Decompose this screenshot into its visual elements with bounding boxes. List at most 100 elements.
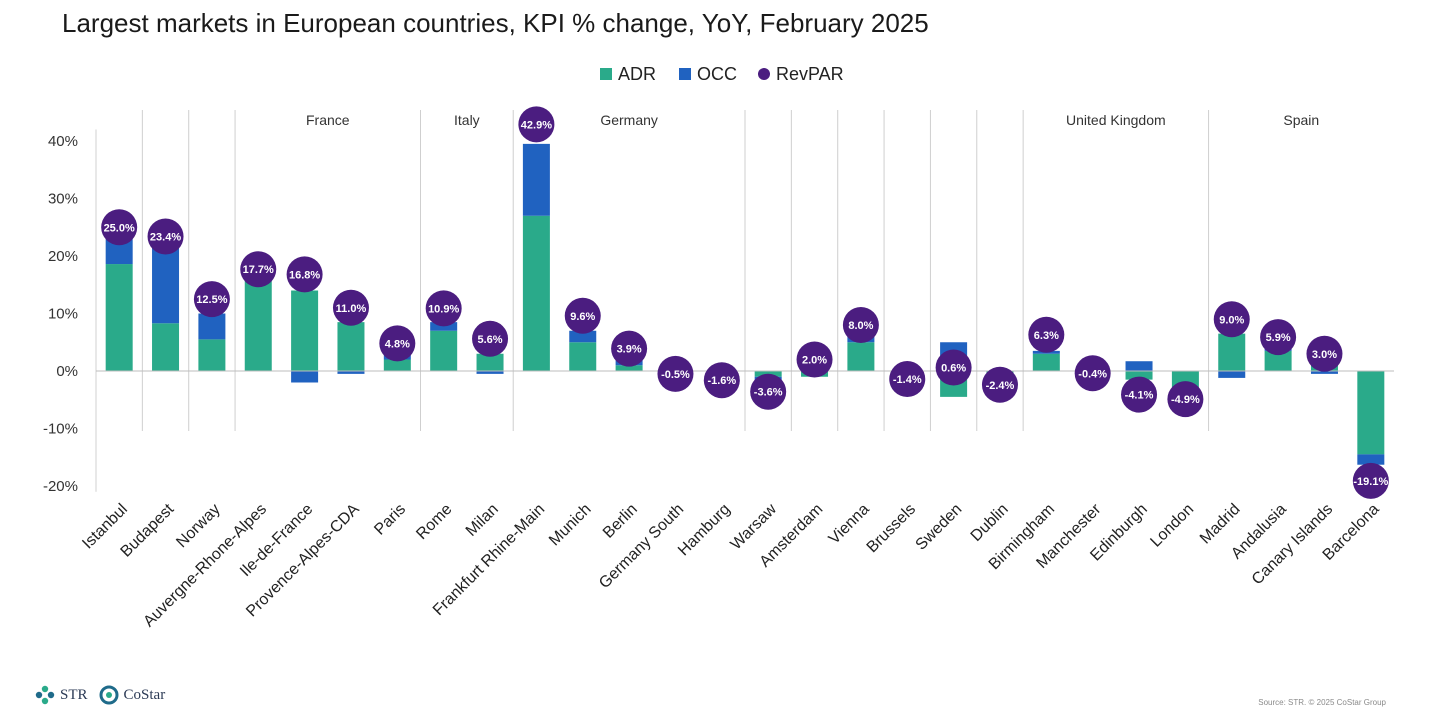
adr-bar: [198, 339, 226, 371]
revpar-marker: [1352, 462, 1389, 499]
occ-bar: [569, 330, 597, 343]
x-tick-label: Milan: [463, 501, 502, 540]
group-label: Spain: [1283, 112, 1319, 128]
revpar-data-label: 42.9%: [521, 119, 552, 131]
revpar-marker: [1167, 381, 1204, 418]
costar-logo: CoStar: [98, 684, 166, 706]
occ-bar: [522, 143, 550, 216]
revpar-data-label: 5.9%: [1266, 332, 1291, 344]
revpar-marker: [842, 307, 879, 343]
occ-bar: [152, 245, 180, 324]
legend-marker-adr: [600, 68, 612, 80]
occ-bar: [291, 371, 319, 383]
revpar-marker: [657, 355, 694, 392]
adr-bar: [476, 353, 504, 371]
costar-logo-icon: [99, 685, 119, 705]
adr-bar: [430, 330, 458, 371]
revpar-data-label: -3.6%: [754, 387, 783, 399]
revpar-marker: [1213, 301, 1250, 338]
revpar-marker: [889, 361, 926, 398]
revpar-marker: [193, 281, 230, 318]
revpar-marker: [147, 218, 184, 255]
legend-marker-revpar: [758, 68, 770, 80]
revpar-data-label: 3.9%: [617, 344, 642, 356]
group-label: France: [306, 112, 350, 128]
str-logo-text: STR: [60, 686, 88, 703]
revpar-data-label: 4.8%: [385, 338, 410, 350]
adr-bar: [1264, 350, 1292, 371]
revpar-marker: [332, 289, 369, 326]
revpar-marker: [425, 290, 462, 327]
revpar-data-label: -1.6%: [707, 375, 736, 387]
adr-bar: [1357, 371, 1385, 455]
x-tick-label: Sweden: [913, 501, 966, 554]
x-tick-label: Germany South: [596, 501, 687, 592]
revpar-data-label: -19.1%: [1353, 476, 1388, 488]
y-tick-label: 0%: [56, 363, 78, 380]
y-tick-label: 40%: [48, 133, 78, 150]
adr-bar: [847, 342, 875, 371]
str-logo: STR: [34, 684, 88, 706]
group-label: United Kingdom: [1066, 112, 1166, 128]
legend-marker-occ: [679, 68, 691, 80]
revpar-marker: [286, 256, 323, 293]
occ-bar: [430, 322, 458, 331]
y-tick-label: 10%: [48, 306, 78, 323]
y-tick-label: 30%: [48, 191, 78, 208]
x-tick-label: Berlin: [600, 501, 641, 542]
revpar-data-label: 5.6%: [477, 334, 502, 346]
occ-bar: [1357, 454, 1385, 465]
adr-bar: [291, 290, 319, 371]
revpar-marker: [1260, 319, 1297, 356]
revpar-marker: [981, 366, 1018, 403]
revpar-marker: [703, 362, 740, 399]
revpar-data-label: 9.0%: [1219, 314, 1244, 326]
revpar-data-label: 16.8%: [289, 269, 320, 281]
adr-bar: [1032, 353, 1060, 371]
revpar-marker: [1074, 355, 1111, 392]
revpar-data-label: 9.6%: [570, 311, 595, 323]
x-tick-label: Rome: [413, 501, 455, 543]
x-tick-label: London: [1147, 501, 1197, 551]
costar-logo-text: CoStar: [123, 686, 166, 703]
revpar-data-label: -0.5%: [661, 369, 690, 381]
revpar-data-label: 25.0%: [104, 222, 135, 234]
str-logo-icon: [35, 685, 55, 705]
adr-bar: [1218, 333, 1246, 371]
x-tick-label: Brussels: [864, 501, 919, 556]
revpar-marker: [1028, 316, 1065, 353]
revpar-marker: [240, 251, 277, 288]
y-tick-label: -10%: [43, 421, 78, 438]
adr-bar: [1125, 371, 1153, 380]
revpar-data-label: 12.5%: [196, 294, 227, 306]
y-tick-label: -20%: [43, 478, 78, 495]
adr-bar: [383, 359, 411, 371]
revpar-data-label: -4.9%: [1171, 394, 1200, 406]
source-note: Source: STR. © 2025 CoStar Group: [1258, 698, 1386, 707]
legend-label-adr: ADR: [618, 64, 656, 84]
revpar-data-label: -1.4%: [893, 374, 922, 386]
adr-bar: [569, 342, 597, 371]
footer-logos: STR CoStar: [34, 684, 165, 706]
chart-title: Largest markets in European countries, K…: [62, 8, 929, 38]
revpar-data-label: 10.9%: [428, 303, 459, 315]
legend-label-occ: OCC: [697, 64, 737, 84]
revpar-data-label: -0.4%: [1078, 368, 1107, 380]
adr-bar: [615, 365, 643, 371]
x-tick-label: Paris: [371, 501, 409, 539]
revpar-data-label: -2.4%: [986, 380, 1015, 392]
revpar-marker: [518, 106, 555, 143]
adr-bar: [152, 323, 180, 371]
revpar-data-label: 6.3%: [1034, 330, 1059, 342]
x-tick-label: Munich: [546, 501, 594, 549]
revpar-data-label: 3.0%: [1312, 349, 1337, 361]
adr-bar: [337, 322, 365, 371]
revpar-marker: [101, 209, 138, 246]
group-label: Germany: [600, 112, 658, 128]
revpar-marker: [1121, 376, 1158, 413]
occ-bar: [1125, 361, 1153, 371]
revpar-data-label: 17.7%: [243, 264, 274, 276]
revpar-data-label: 11.0%: [336, 303, 367, 315]
x-tick-label: Madrid: [1197, 501, 1244, 548]
revpar-data-label: 23.4%: [150, 231, 181, 243]
